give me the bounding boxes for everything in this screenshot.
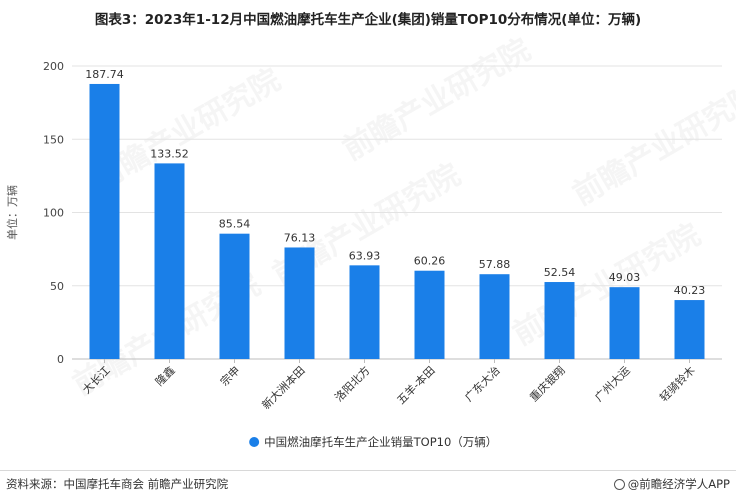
brand-text: @前瞻经济学人APP — [627, 477, 730, 491]
data-label: 57.88 — [479, 258, 511, 271]
bar — [154, 163, 185, 359]
x-tick-label: 大长江 — [79, 363, 112, 396]
x-tick-label: 广东大冶 — [462, 363, 503, 404]
data-label: 63.93 — [349, 249, 381, 262]
data-label: 60.26 — [414, 255, 446, 268]
x-tick-label: 新大洲本田 — [259, 363, 308, 412]
x-tick-label: 洛阳北方 — [332, 363, 373, 404]
bar — [479, 274, 510, 359]
legend-label: 中国燃油摩托车生产企业销量TOP10（万辆） — [264, 435, 497, 449]
brand-logo-icon — [613, 479, 625, 490]
y-tick-label: 100 — [43, 207, 64, 220]
bar — [544, 282, 575, 359]
data-label: 76.13 — [284, 231, 316, 244]
data-label: 187.74 — [85, 68, 124, 81]
y-tick-label: 0 — [57, 353, 64, 366]
x-tick-label: 广州大运 — [592, 363, 633, 404]
y-tick-label: 50 — [50, 280, 64, 293]
data-label: 52.54 — [544, 266, 576, 279]
x-tick-label: 重庆银翔 — [527, 363, 568, 404]
data-label: 40.23 — [674, 284, 706, 297]
bar — [609, 287, 640, 359]
y-tick-label: 200 — [43, 60, 64, 73]
footer: 资料来源：中国摩托车商会 前瞻产业研究院 @前瞻经济学人APP — [0, 470, 736, 502]
brand-label: @前瞻经济学人APP — [613, 476, 730, 492]
bar — [349, 265, 380, 359]
bar — [674, 300, 705, 359]
bar — [89, 83, 120, 359]
bar — [219, 233, 250, 359]
bar — [414, 270, 445, 359]
bar-chart: 0 50 100 150 200 单位：万辆 187.74 大长江 133.52 隆鑫 85.54 宗… — [5, 60, 722, 449]
y-axis-label: 单位：万辆 — [5, 185, 19, 240]
data-label: 133.52 — [150, 147, 189, 160]
legend-marker — [249, 437, 260, 447]
bar — [284, 247, 315, 359]
y-tick-label: 150 — [43, 133, 64, 146]
chart-title: 图表3：2023年1-12月中国燃油摩托车生产企业(集团)销量TOP10分布情况… — [94, 12, 642, 28]
source-note: 资料来源：中国摩托车商会 前瞻产业研究院 — [6, 477, 229, 491]
x-tick-label: 宗申 — [217, 363, 242, 388]
data-label: 85.54 — [219, 218, 251, 231]
x-tick-label: 隆鑫 — [152, 363, 177, 388]
x-tick-label: 五羊-本田 — [394, 363, 438, 407]
x-tick-label: 轻骑铃木 — [657, 363, 698, 404]
data-label: 49.03 — [609, 271, 641, 284]
